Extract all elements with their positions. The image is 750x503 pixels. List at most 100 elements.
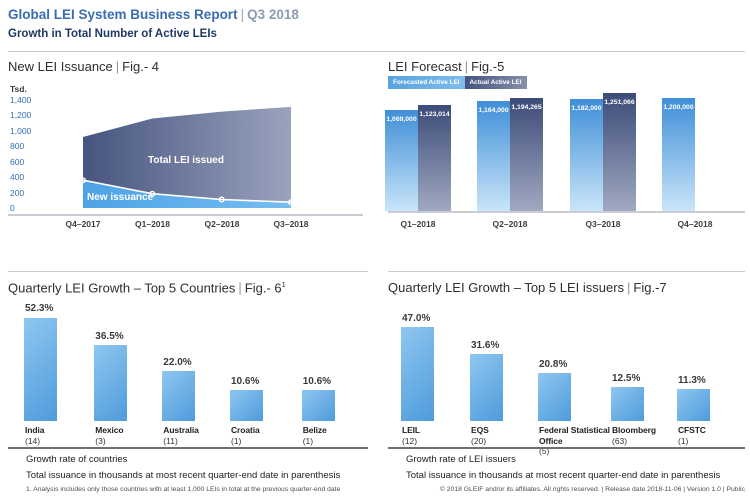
fig6-title-separator: |	[238, 280, 242, 296]
percent-value-label: 36.5%	[95, 331, 124, 343]
data-point-marker	[287, 199, 294, 206]
category-count: (63)	[612, 435, 628, 446]
new-issuance-area	[83, 180, 291, 208]
fig7-captions: Growth rate of LEI issuers Total issuanc…	[406, 452, 720, 484]
actual-active-lei-bar: 1,123,014	[418, 105, 451, 211]
fig6-title-text: Quarterly LEI Growth – Top 5 Countries	[8, 280, 236, 296]
fig5-fig-label: Fig.-5	[471, 59, 505, 74]
fig4-y-axis: 1,400 1,200 1,000 800 600 400 200 0	[10, 94, 44, 214]
growth-bar	[611, 387, 644, 421]
fig7-title-text: Quarterly LEI Growth – Top 5 LEI issuers	[388, 280, 625, 295]
fig7-title: Quarterly LEI Growth – Top 5 LEI issuers…	[388, 280, 667, 295]
bar-value-label: 1,069,000	[386, 116, 417, 123]
data-point-marker	[218, 196, 225, 203]
category-count: (1)	[231, 435, 242, 446]
category-label: Belize (1)	[303, 425, 381, 446]
fig5-title-separator: |	[464, 59, 469, 74]
category-name: Croatia	[231, 425, 260, 435]
category-label: CFSTC (1)	[678, 425, 750, 446]
fig5-x-axis-line	[388, 211, 745, 213]
fig6-caption-line2: Total issuance in thousands at most rece…	[26, 470, 341, 481]
category-name: India	[25, 425, 45, 435]
fig7-caption-line2: Total issuance in thousands at most rece…	[406, 470, 721, 481]
percent-value-label: 47.0%	[402, 312, 431, 324]
fig7-fig-label: Fig.-7	[633, 280, 667, 295]
category-label: EQS (20)	[471, 425, 549, 446]
bar-value-label: 1,182,000	[571, 105, 602, 113]
category-count: (3)	[95, 435, 106, 446]
footer-copyright: © 2018 GLEIF and/or its affiliates. All …	[439, 486, 745, 493]
category-label: India (14)	[25, 425, 103, 446]
fig4-y-axis-unit: Tsd.	[10, 84, 27, 94]
y-axis-tick: 0	[10, 203, 15, 213]
fig4-title-text: New LEI Issuance	[8, 59, 113, 74]
report-period: Q3 2018	[247, 7, 299, 22]
growth-bar	[401, 326, 434, 422]
category-label: Australia (11)	[163, 425, 241, 446]
report-title: Global LEI System Business Report	[8, 7, 238, 22]
new-issuance-series-label: New issuance	[87, 192, 154, 203]
fig7-label-divider	[388, 447, 745, 449]
category-name: Australia	[163, 425, 199, 435]
x-axis-label: Q2–2018	[492, 219, 528, 229]
percent-value-label: 31.6%	[471, 339, 500, 351]
fig5-bar-chart: 1,069,000 1,123,014 1,164,000 1,194,265 1,18…	[385, 93, 728, 211]
x-axis-label: Q1–2018	[400, 219, 436, 229]
forecasted-active-lei-bar: 1,164,000	[477, 101, 510, 211]
category-label: LEIL (12)	[402, 425, 480, 446]
category-label: Mexico (3)	[95, 425, 173, 446]
category-count: (20)	[471, 435, 487, 446]
fig6-footnote-marker: 1	[281, 280, 286, 289]
header-divider	[8, 51, 745, 52]
data-point-marker	[80, 177, 87, 184]
y-axis-tick: 600	[10, 156, 25, 167]
data-point-marker	[149, 190, 156, 197]
percent-value-label: 10.6%	[302, 376, 332, 388]
fig4-fig-label: Fig.- 4	[122, 59, 160, 74]
legend-forecasted-label: Forecasted Active LEI	[393, 79, 460, 86]
fig5-title-text: LEI Forecast	[388, 59, 462, 74]
category-name: Federal Statistical Office	[539, 425, 610, 446]
fig4-title: New LEI Issuance | Fig.- 4	[8, 59, 159, 74]
legend-actual-label: Actual Active LEI	[469, 79, 522, 86]
percent-value-label: 12.5%	[612, 373, 641, 385]
quarter-bar-group: 1,069,000 1,123,014	[385, 93, 451, 211]
x-axis-label: Q3–2018	[585, 219, 621, 229]
bar-value-label: 1,200,000	[663, 103, 694, 111]
y-axis-tick: 200	[10, 187, 25, 198]
percent-value-label: 22.0%	[163, 356, 192, 368]
growth-bar	[677, 389, 710, 421]
category-count: (1)	[678, 435, 689, 446]
fig5-legend: Forecasted Active LEI Actual Active LEI	[388, 76, 527, 89]
bar-value-label: 1,194,265	[511, 104, 542, 112]
category-count: (1)	[302, 435, 314, 446]
y-axis-tick: 1,200	[10, 110, 32, 121]
category-name: Belize	[302, 425, 327, 435]
report-header: Global LEI System Business Report | Q3 201…	[8, 6, 299, 24]
growth-bar	[538, 372, 571, 421]
x-axis-label: Q3–2018	[273, 219, 309, 229]
total-lei-issued-area	[83, 106, 291, 203]
growth-bar	[470, 353, 503, 421]
fig6-top-divider	[8, 271, 368, 272]
fig6-fig-label: Fig.- 6	[244, 280, 282, 296]
legend-forecasted-active-lei: Forecasted Active LEI	[388, 76, 465, 89]
percent-value-label: 10.6%	[231, 376, 260, 388]
header-separator: |	[240, 7, 245, 22]
percent-value-label: 11.3%	[678, 375, 706, 387]
new-issuance-line	[82, 179, 292, 203]
category-name: Mexico	[95, 425, 124, 435]
category-name: CFSTC	[678, 425, 706, 435]
fig6-title: Quarterly LEI Growth – Top 5 Countries | F…	[8, 280, 286, 295]
percent-value-label: 20.8%	[539, 358, 568, 370]
footnote: 1. Analysis includes only those countrie…	[26, 486, 341, 493]
fig7-title-separator: |	[627, 280, 631, 295]
legend-actual-active-lei: Actual Active LEI	[464, 76, 527, 89]
total-lei-issued-series-label: Total LEI issued	[148, 155, 224, 166]
growth-bar	[24, 317, 57, 421]
quarter-bar-group: 1,200,000	[662, 93, 728, 211]
x-axis-label: Q1–2018	[135, 219, 170, 229]
